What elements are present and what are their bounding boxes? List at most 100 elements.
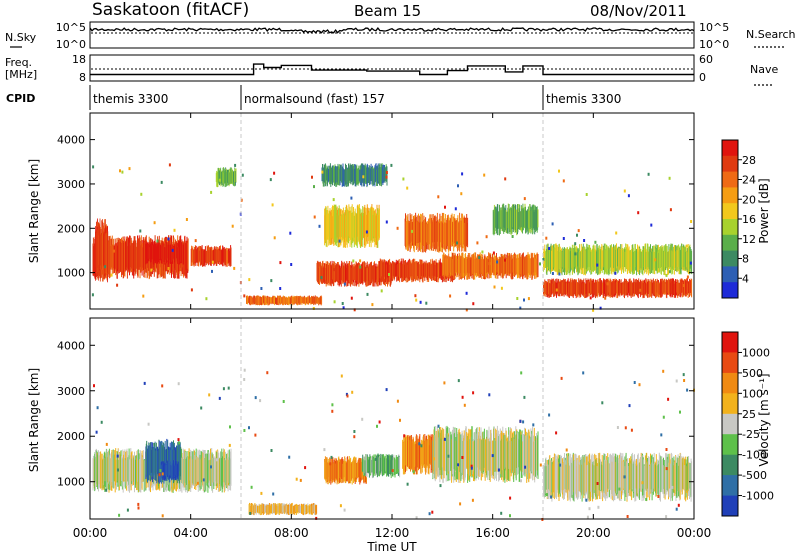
heatmap-speckle xyxy=(194,239,197,243)
heatmap-speckle xyxy=(657,495,660,498)
colorbar-tick-label: -25 xyxy=(742,428,760,441)
heatmap-speckle xyxy=(353,435,356,439)
heatmap-speckle xyxy=(686,388,689,392)
heatmap-speckle xyxy=(311,175,313,179)
velocity-heatmap xyxy=(92,318,695,521)
heatmap-speckle xyxy=(628,404,631,408)
heatmap-speckle xyxy=(105,488,108,492)
heatmap-speckle xyxy=(562,179,565,183)
freq-label-line1: Freq. xyxy=(5,56,32,69)
heatmap-speckle xyxy=(509,496,512,500)
heatmap-speckle xyxy=(500,286,503,290)
heatmap-speckle xyxy=(459,502,462,506)
y-tick-label: 4000 xyxy=(57,134,85,147)
colorbar-tick-label: -1000 xyxy=(742,490,774,503)
heatmap-cell xyxy=(321,296,323,305)
heatmap-cell xyxy=(230,448,232,486)
heatmap-speckle xyxy=(243,429,246,432)
colorbar-segment xyxy=(722,475,738,496)
heatmap-speckle xyxy=(140,192,143,196)
heatmap-speckle xyxy=(472,302,475,306)
freq-tick-bottom: 8 xyxy=(79,71,86,84)
heatmap-speckle xyxy=(562,237,565,240)
heatmap-speckle xyxy=(350,196,353,200)
heatmap-speckle xyxy=(415,298,418,302)
heatmap-speckle xyxy=(542,258,545,261)
heatmap-speckle xyxy=(519,306,522,310)
heatmap-speckle xyxy=(362,175,365,179)
noise-left-tick-top: 10^5 xyxy=(56,21,86,34)
heatmap-speckle xyxy=(160,180,163,184)
heatmap-speckle xyxy=(365,230,368,234)
heatmap-speckle xyxy=(323,448,326,452)
heatmap-speckle xyxy=(574,242,577,246)
x-tick-label: 00:00 xyxy=(677,526,712,540)
power-heatmap xyxy=(91,113,693,312)
heatmap-speckle xyxy=(582,371,585,375)
heatmap-speckle xyxy=(178,441,181,445)
heatmap-speckle xyxy=(665,467,668,471)
heatmap-speckle xyxy=(470,466,473,470)
colorbar-tick-label: 1000 xyxy=(742,346,770,359)
heatmap-cell xyxy=(379,208,380,238)
colorbar-segment xyxy=(722,266,738,283)
heatmap-speckle xyxy=(511,235,514,238)
heatmap-speckle xyxy=(447,454,450,458)
heatmap-speckle xyxy=(685,244,688,248)
heatmap-speckle xyxy=(210,190,213,194)
heatmap-speckle xyxy=(333,268,336,272)
heatmap-speckle xyxy=(520,371,523,375)
heatmap-speckle xyxy=(576,233,578,237)
heatmap-speckle xyxy=(406,186,409,190)
colorbar-segment xyxy=(722,495,738,517)
cpid-label: CPID xyxy=(6,92,35,105)
heatmap-speckle xyxy=(665,448,668,451)
heatmap-speckle xyxy=(313,185,315,189)
heatmap-cell xyxy=(187,238,189,272)
heatmap-speckle xyxy=(143,381,146,385)
heatmap-speckle xyxy=(161,514,164,518)
heatmap-speckle xyxy=(555,463,558,467)
heatmap-speckle xyxy=(289,231,292,235)
heatmap-speckle xyxy=(638,383,641,387)
heatmap-speckle xyxy=(605,278,608,282)
heatmap-speckle xyxy=(92,165,95,169)
heatmap-speckle xyxy=(153,221,156,225)
heatmap-speckle xyxy=(352,259,355,263)
heatmap-speckle xyxy=(330,455,333,459)
heatmap-speckle xyxy=(260,287,263,290)
x-tick-label: 12:00 xyxy=(375,526,410,540)
heatmap-cell xyxy=(399,456,401,478)
heatmap-speckle xyxy=(339,504,342,508)
colorbar-tick-label: 28 xyxy=(742,154,756,167)
freq-trace xyxy=(90,63,694,76)
heatmap-speckle xyxy=(471,498,474,502)
heatmap-speckle xyxy=(668,176,671,180)
heatmap-speckle xyxy=(456,241,458,245)
heatmap-speckle xyxy=(378,420,381,424)
heatmap-speckle xyxy=(443,437,446,441)
heatmap-speckle xyxy=(478,256,481,260)
cpid-segment-label: normalsound (fast) 157 xyxy=(244,92,385,106)
heatmap-speckle xyxy=(662,369,665,373)
heatmap-speckle xyxy=(385,220,388,224)
heatmap-speckle xyxy=(437,424,440,428)
heatmap-speckle xyxy=(522,420,525,424)
heatmap-speckle xyxy=(660,433,663,437)
heatmap-speckle xyxy=(668,270,671,274)
heatmap-cell xyxy=(316,504,318,514)
heatmap-speckle xyxy=(444,205,446,209)
nave-tick-top: 60 xyxy=(699,53,713,66)
heatmap-speckle xyxy=(465,291,468,295)
colorbar-segment xyxy=(722,434,738,456)
heatmap-speckle xyxy=(560,376,563,380)
heatmap-speckle xyxy=(675,379,678,383)
heatmap-speckle xyxy=(425,301,428,305)
heatmap-speckle xyxy=(167,267,170,270)
heatmap-cell xyxy=(537,254,539,278)
heatmap-speckle xyxy=(340,374,343,378)
heatmap-speckle xyxy=(279,261,282,265)
heatmap-speckle xyxy=(516,297,519,300)
heatmap-speckle xyxy=(599,306,602,310)
heatmap-speckle xyxy=(594,240,597,244)
